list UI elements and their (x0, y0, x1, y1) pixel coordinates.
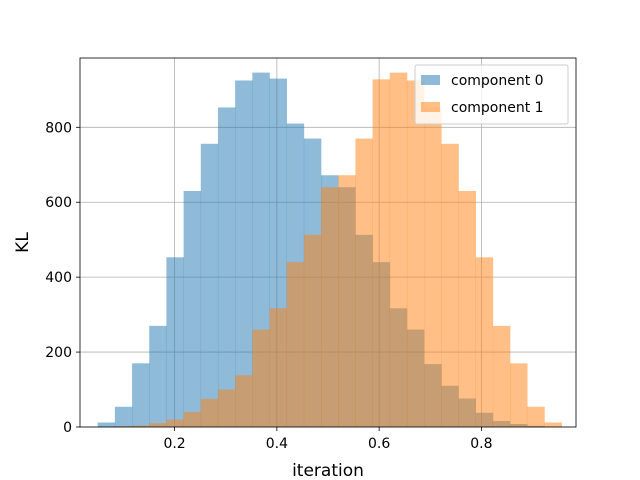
legend-label-component-1: component 1 (451, 100, 544, 116)
series-1-bar-9 (252, 329, 270, 427)
series-1-bar-12 (303, 234, 322, 427)
series-0-bar-3 (149, 325, 167, 427)
series-1-bar-23 (492, 325, 511, 427)
series-0-bar-2 (132, 363, 150, 427)
legend: component 0 component 1 (414, 64, 569, 125)
series-1-bar-25 (527, 406, 545, 427)
legend-swatch-component-1 (421, 102, 440, 112)
legend-label-component-0: component 0 (451, 73, 544, 89)
series-0-bar-7 (217, 107, 236, 428)
series-1-bar-5 (183, 412, 202, 427)
series-1-bar-8 (235, 375, 253, 427)
series-1-bar-3 (149, 423, 167, 427)
x-axis-label: iteration (292, 461, 364, 480)
x-tick-label-0: 0.2 (163, 436, 185, 452)
histogram-bars (97, 72, 562, 428)
y-tick-label-3: 600 (45, 195, 72, 211)
x-tick-label-2: 0.6 (368, 436, 390, 452)
legend-swatch-component-0 (421, 75, 440, 85)
series-1-bar-10 (269, 308, 287, 427)
series-1-bar-26 (544, 422, 562, 427)
series-1-bar-19 (424, 107, 442, 428)
series-1-bar-6 (200, 398, 219, 427)
x-tick-label-1: 0.4 (266, 436, 288, 452)
y-tick-label-4: 800 (45, 120, 72, 136)
series-1-bar-7 (217, 389, 236, 427)
series-0-bar-5 (183, 190, 202, 427)
series-1-bar-17 (389, 72, 408, 427)
series-1-bar-11 (286, 262, 305, 427)
legend-box (414, 64, 569, 125)
y-tick-label-2: 400 (45, 270, 72, 286)
series-1-bar-24 (510, 363, 528, 427)
plot-frame (79, 57, 577, 428)
y-axis-label: KL (13, 232, 33, 253)
series-0-bar-4 (166, 257, 184, 427)
series-1-bar-16 (372, 79, 391, 427)
series-1-bars (97, 72, 562, 428)
series-1-bar-15 (355, 138, 373, 427)
y-tick-label-1: 200 (45, 345, 72, 361)
series-1-bar-21 (458, 190, 476, 427)
series-1-bar-22 (475, 257, 494, 427)
series-1-bar-2 (132, 425, 150, 427)
series-0-bar-0 (97, 422, 116, 427)
series-1-bar-14 (338, 175, 356, 427)
series-1-bar-18 (406, 80, 425, 427)
y-tick-label-0: 0 (63, 420, 72, 436)
series-0-bar-1 (114, 406, 133, 427)
series-0-bar-8 (235, 80, 253, 427)
series-1-bar-4 (166, 419, 184, 427)
series-1-bar-20 (441, 143, 459, 427)
series-1-bar-13 (321, 187, 339, 427)
x-tick-label-3: 0.8 (470, 436, 492, 452)
axis-ticks: 0.2 0.4 0.6 0.8 0 200 400 600 800 (45, 120, 492, 452)
series-0-bar-6 (200, 143, 219, 427)
